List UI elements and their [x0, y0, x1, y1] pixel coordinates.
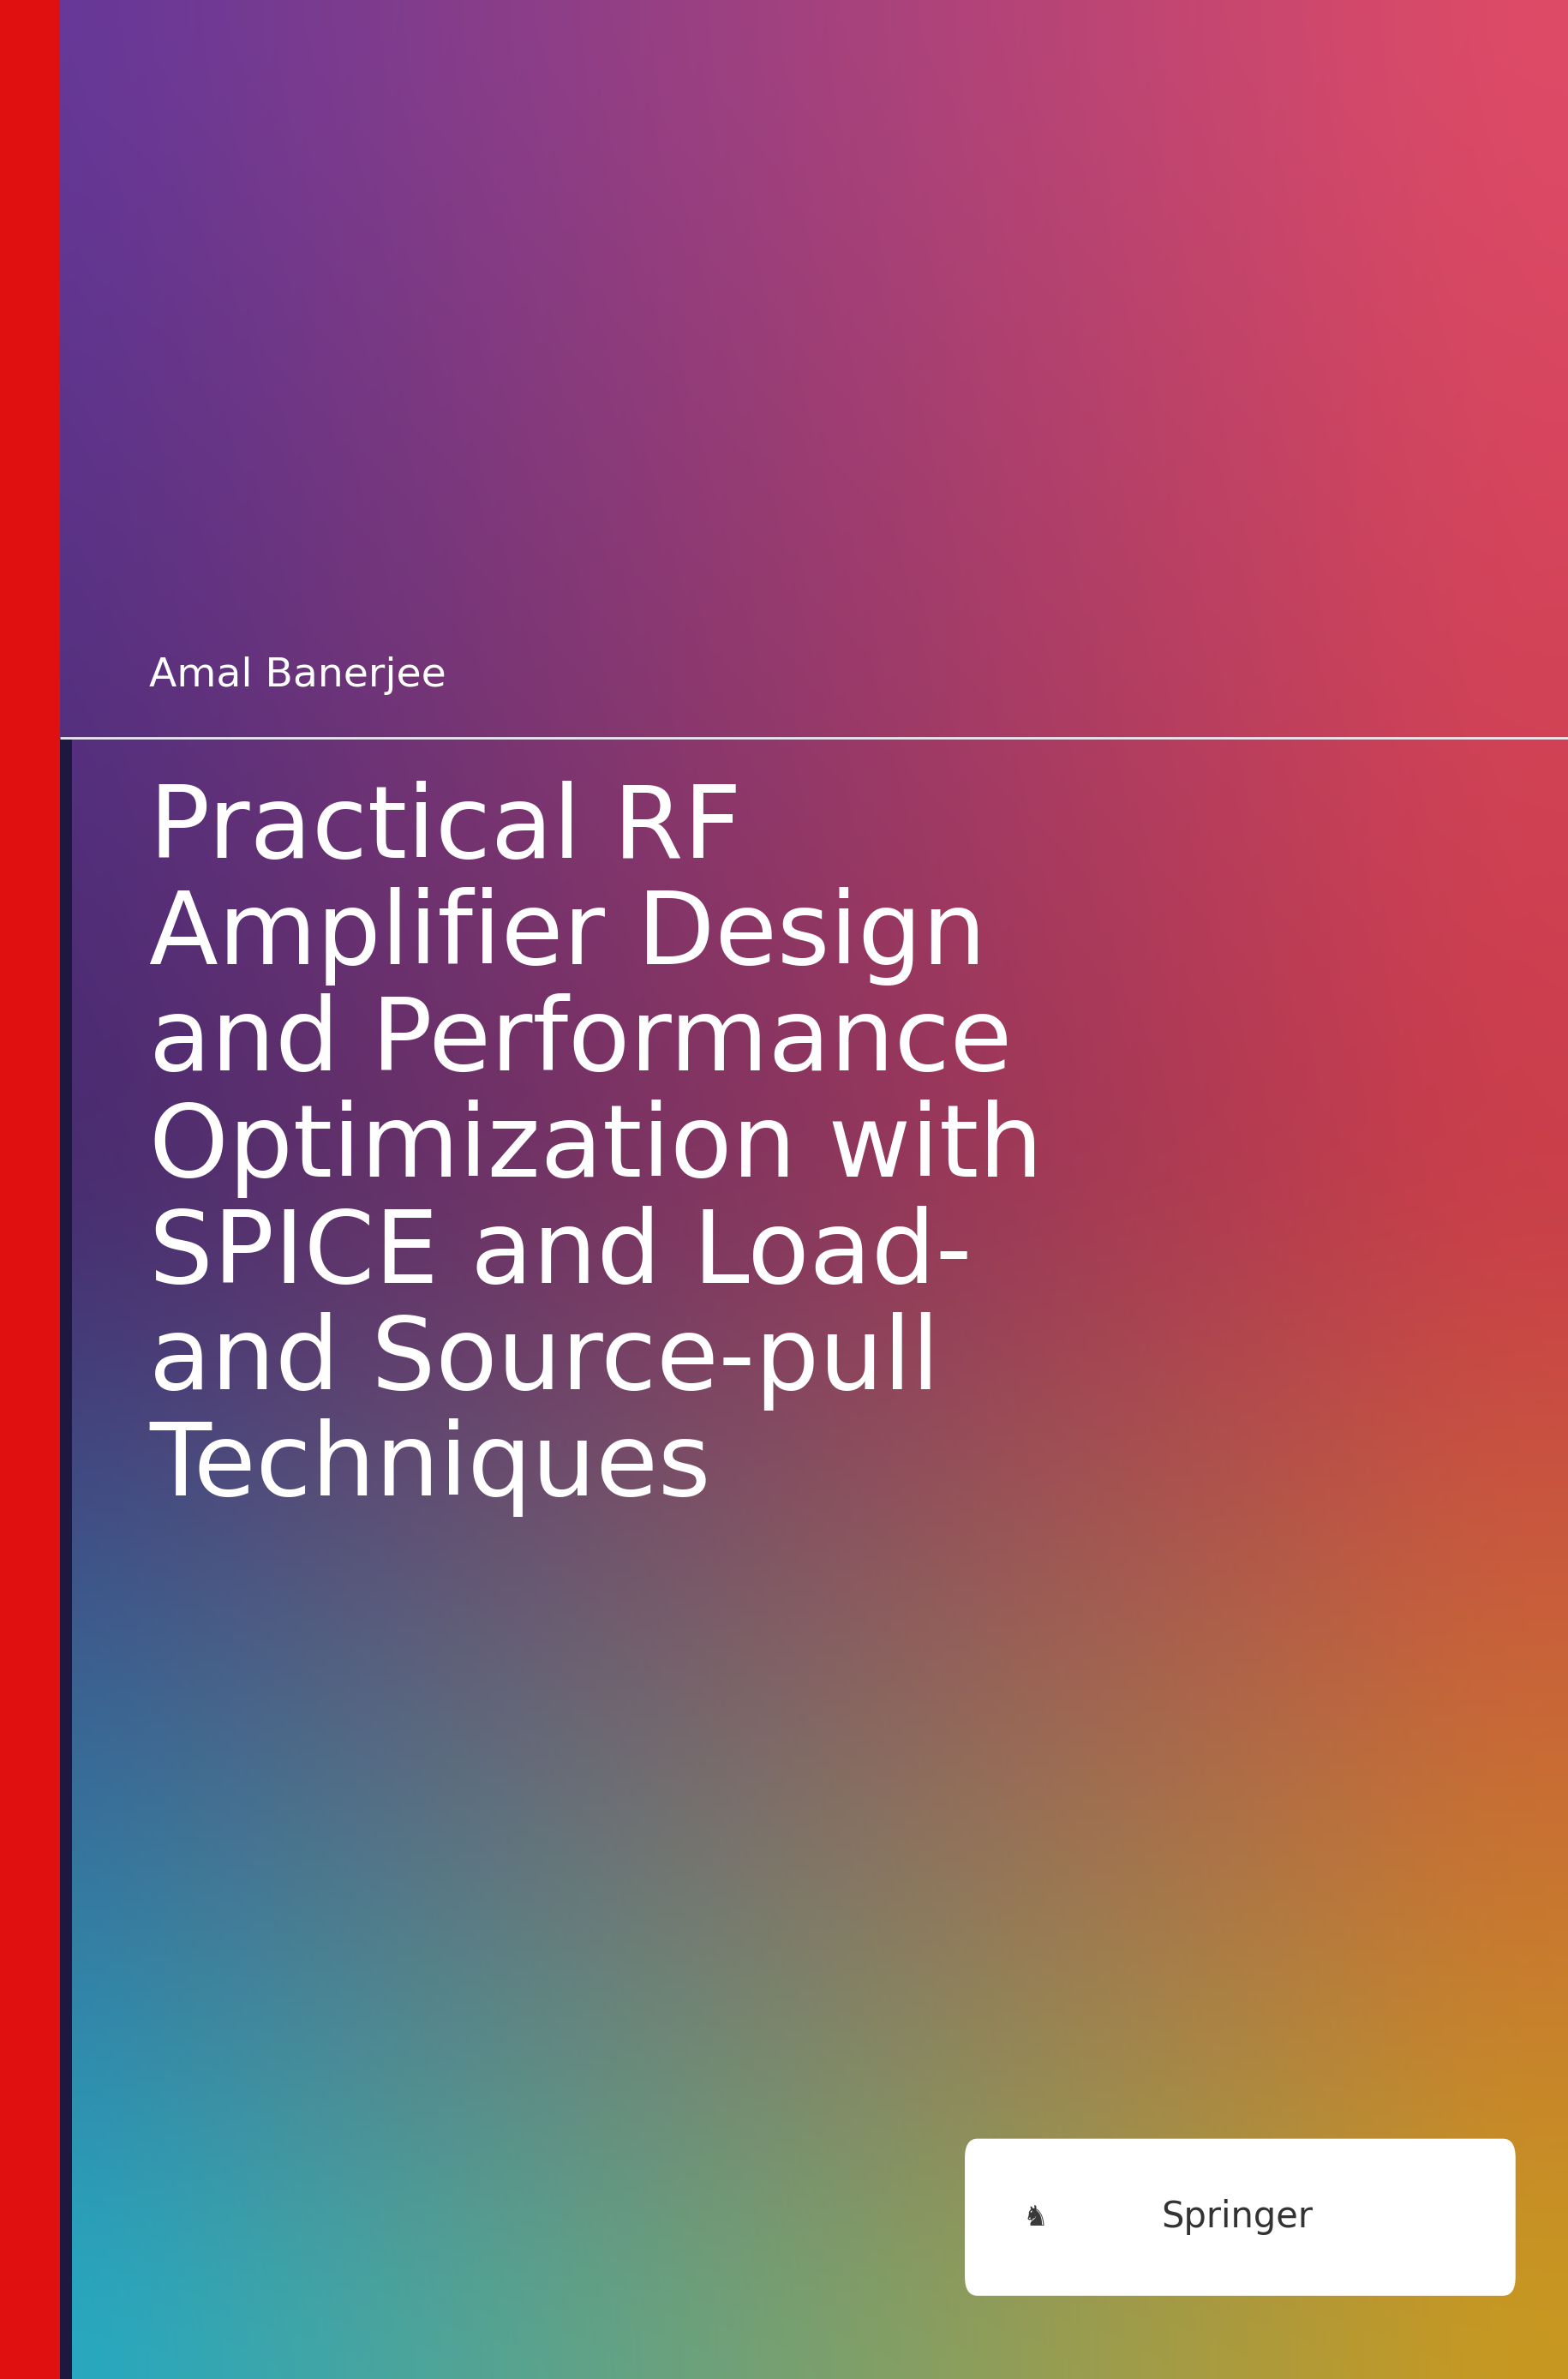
Bar — [0, 737, 60, 2379]
Text: ♞: ♞ — [1022, 2203, 1047, 2232]
Text: Practical RF
Amplifier Design
and Performance
Optimization with
SPICE and Load-
: Practical RF Amplifier Design and Perfor… — [149, 780, 1043, 1515]
Bar — [60, 737, 72, 2379]
Bar — [0, 0, 60, 737]
FancyBboxPatch shape — [964, 2139, 1515, 2296]
Text: Amal Banerjee: Amal Banerjee — [149, 657, 445, 695]
Text: Springer: Springer — [1160, 2198, 1312, 2236]
